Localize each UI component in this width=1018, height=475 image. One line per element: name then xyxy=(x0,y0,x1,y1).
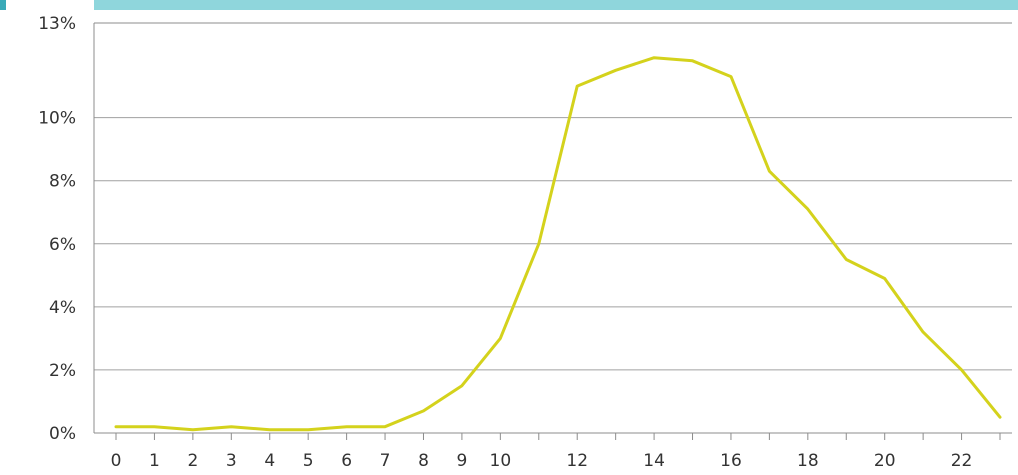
x-tick-label: 3 xyxy=(226,451,237,471)
x-tick-label: 14 xyxy=(643,451,665,471)
y-tick-label: 10% xyxy=(38,109,76,129)
x-tick-label: 20 xyxy=(874,451,896,471)
header-accent xyxy=(0,0,6,10)
y-tick-label: 6% xyxy=(49,235,76,255)
y-tick-label: 13% xyxy=(38,14,76,34)
x-tick-label: 6 xyxy=(341,451,352,471)
x-tick-label: 18 xyxy=(797,451,819,471)
x-tick-label: 1 xyxy=(149,451,160,471)
x-tick-label: 7 xyxy=(380,451,391,471)
x-tick-label: 4 xyxy=(264,451,275,471)
y-tick-label: 2% xyxy=(49,361,76,381)
series-line xyxy=(114,56,1002,432)
x-tick-label: 22 xyxy=(951,451,973,471)
x-tick-label: 8 xyxy=(418,451,429,471)
y-tick-label: 0% xyxy=(49,424,76,444)
y-tick-label: 8% xyxy=(49,172,76,192)
x-tick-label: 9 xyxy=(456,451,467,471)
y-tick-label: 4% xyxy=(49,298,76,318)
x-tick-label: 5 xyxy=(303,451,314,471)
header-bar xyxy=(94,0,1018,10)
x-tick-label: 0 xyxy=(111,451,122,471)
x-tick-label: 2 xyxy=(187,451,198,471)
x-tick-label: 16 xyxy=(720,451,742,471)
x-tick-label: 10 xyxy=(490,451,512,471)
x-tick-label: 12 xyxy=(566,451,588,471)
